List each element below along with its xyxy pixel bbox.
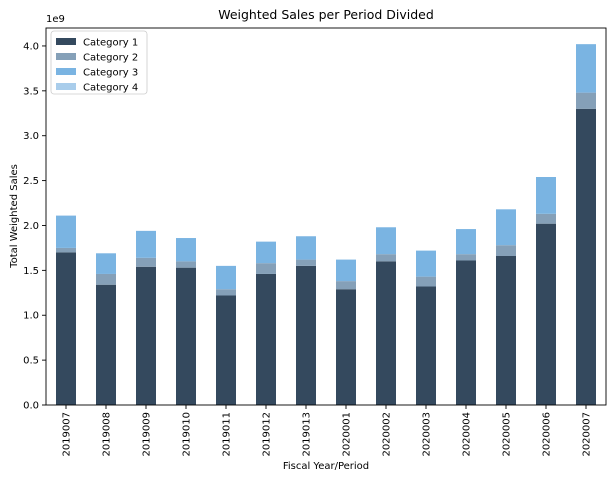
bar-2019012-series-1: [256, 273, 276, 405]
bar-2020007-series-1: [576, 108, 596, 405]
x-tick-label: 2020006: [542, 412, 553, 457]
bar-2019010-series-3: [176, 238, 196, 262]
x-tick-label: 2020003: [422, 412, 433, 457]
bars-layer: [56, 44, 596, 405]
y-tick-label: 2.5: [23, 176, 39, 187]
bar-2019007-series-1: [56, 252, 76, 405]
bar-2019007-series-3: [56, 215, 76, 248]
x-tick-label: 2019009: [142, 412, 153, 457]
legend: Category 1 Category 2 Category 3 Category 4: [50, 30, 148, 95]
y-tick-label: 3.0: [23, 131, 39, 142]
bar-2019011-series-2: [216, 289, 236, 296]
bar-2019009-series-1: [136, 266, 156, 405]
x-tick-label: 2020002: [382, 412, 393, 457]
bar-2019008-series-1: [96, 284, 116, 405]
bar-2019010-series-2: [176, 261, 196, 268]
bar-2019013-series-1: [296, 265, 316, 405]
bar-2020002-series-3: [376, 227, 396, 255]
x-tick-label: 2019008: [102, 412, 113, 457]
bar-2020006-series-2: [536, 213, 556, 224]
x-tick-label: 2020005: [502, 412, 513, 457]
axes-layer: 0.0 0.5 1.0 1.5 2.0 2.5 3.0 3.5 4.0 2019007 201900…: [23, 27, 607, 457]
bar-2020007-series-2: [576, 92, 596, 109]
bar-2019011-series-1: [216, 295, 236, 405]
bar-2020002-series-2: [376, 254, 396, 262]
bar-2019013-series-2: [296, 259, 316, 266]
legend-swatch: [56, 68, 76, 75]
bar-2020006-series-3: [536, 177, 556, 214]
y-tick-label: 3.5: [23, 86, 39, 97]
x-tick-label: 2020001: [342, 412, 353, 457]
legend-swatch: [56, 53, 76, 60]
legend-swatch: [56, 83, 76, 90]
bar-2019013-series-3: [296, 236, 316, 260]
y-axis-label: Total Weighted Sales: [9, 164, 20, 269]
x-tick-label: 2020007: [582, 412, 593, 457]
legend-label: Category 1: [83, 38, 138, 49]
bar-2019008-series-2: [96, 273, 116, 285]
x-tick-label: 2019013: [302, 412, 313, 457]
y-tick-label: 1.0: [23, 311, 39, 322]
y-tick-label: 1.5: [23, 266, 39, 277]
x-tick-label: 2020004: [462, 412, 473, 457]
bar-2020004-series-3: [456, 229, 476, 255]
bar-2020003-series-1: [416, 286, 436, 405]
bar-2019012-series-3: [256, 241, 276, 264]
bar-2020003-series-3: [416, 250, 436, 277]
x-tick-label: 2019011: [222, 412, 233, 457]
bar-2020005-series-3: [496, 209, 516, 246]
bar-2020001-series-2: [336, 281, 356, 290]
legend-label: Category 3: [83, 68, 138, 79]
x-tick-label: 2019012: [262, 412, 273, 457]
bar-2020001-series-1: [336, 289, 356, 405]
bar-2020007-series-3: [576, 44, 596, 93]
bar-2020002-series-1: [376, 261, 396, 405]
bar-2020003-series-2: [416, 276, 436, 287]
bar-2019010-series-1: [176, 267, 196, 405]
legend-label: Category 2: [83, 53, 138, 64]
bar-2020006-series-1: [536, 223, 556, 405]
legend-label: Category 4: [83, 83, 138, 94]
y-multiplier-label: 1e9: [46, 14, 65, 25]
chart-title: Weighted Sales per Period Divided: [218, 7, 434, 22]
bar-2019009-series-3: [136, 230, 156, 258]
bar-2019011-series-3: [216, 265, 236, 290]
bar-2020004-series-1: [456, 260, 476, 405]
y-tick-label: 0.0: [23, 401, 39, 412]
bar-2020005-series-2: [496, 245, 516, 256]
bar-2020001-series-3: [336, 259, 356, 282]
y-tick-label: 0.5: [23, 356, 39, 367]
bar-2020005-series-1: [496, 256, 516, 405]
legend-box: [50, 30, 148, 95]
bar-2019009-series-2: [136, 257, 156, 267]
y-tick-label: 4.0: [23, 41, 39, 52]
legend-swatch: [56, 38, 76, 45]
bar-2020004-series-2: [456, 254, 476, 261]
x-tick-label: 2019007: [62, 412, 73, 457]
y-tick-label: 2.0: [23, 221, 39, 232]
bar-2019007-series-2: [56, 247, 76, 253]
x-tick-label: 2019010: [182, 412, 193, 457]
bar-2019008-series-3: [96, 253, 116, 274]
bar-2019012-series-2: [256, 263, 276, 274]
plot-frame: [45, 27, 607, 406]
x-axis-label: Fiscal Year/Period: [283, 461, 369, 472]
